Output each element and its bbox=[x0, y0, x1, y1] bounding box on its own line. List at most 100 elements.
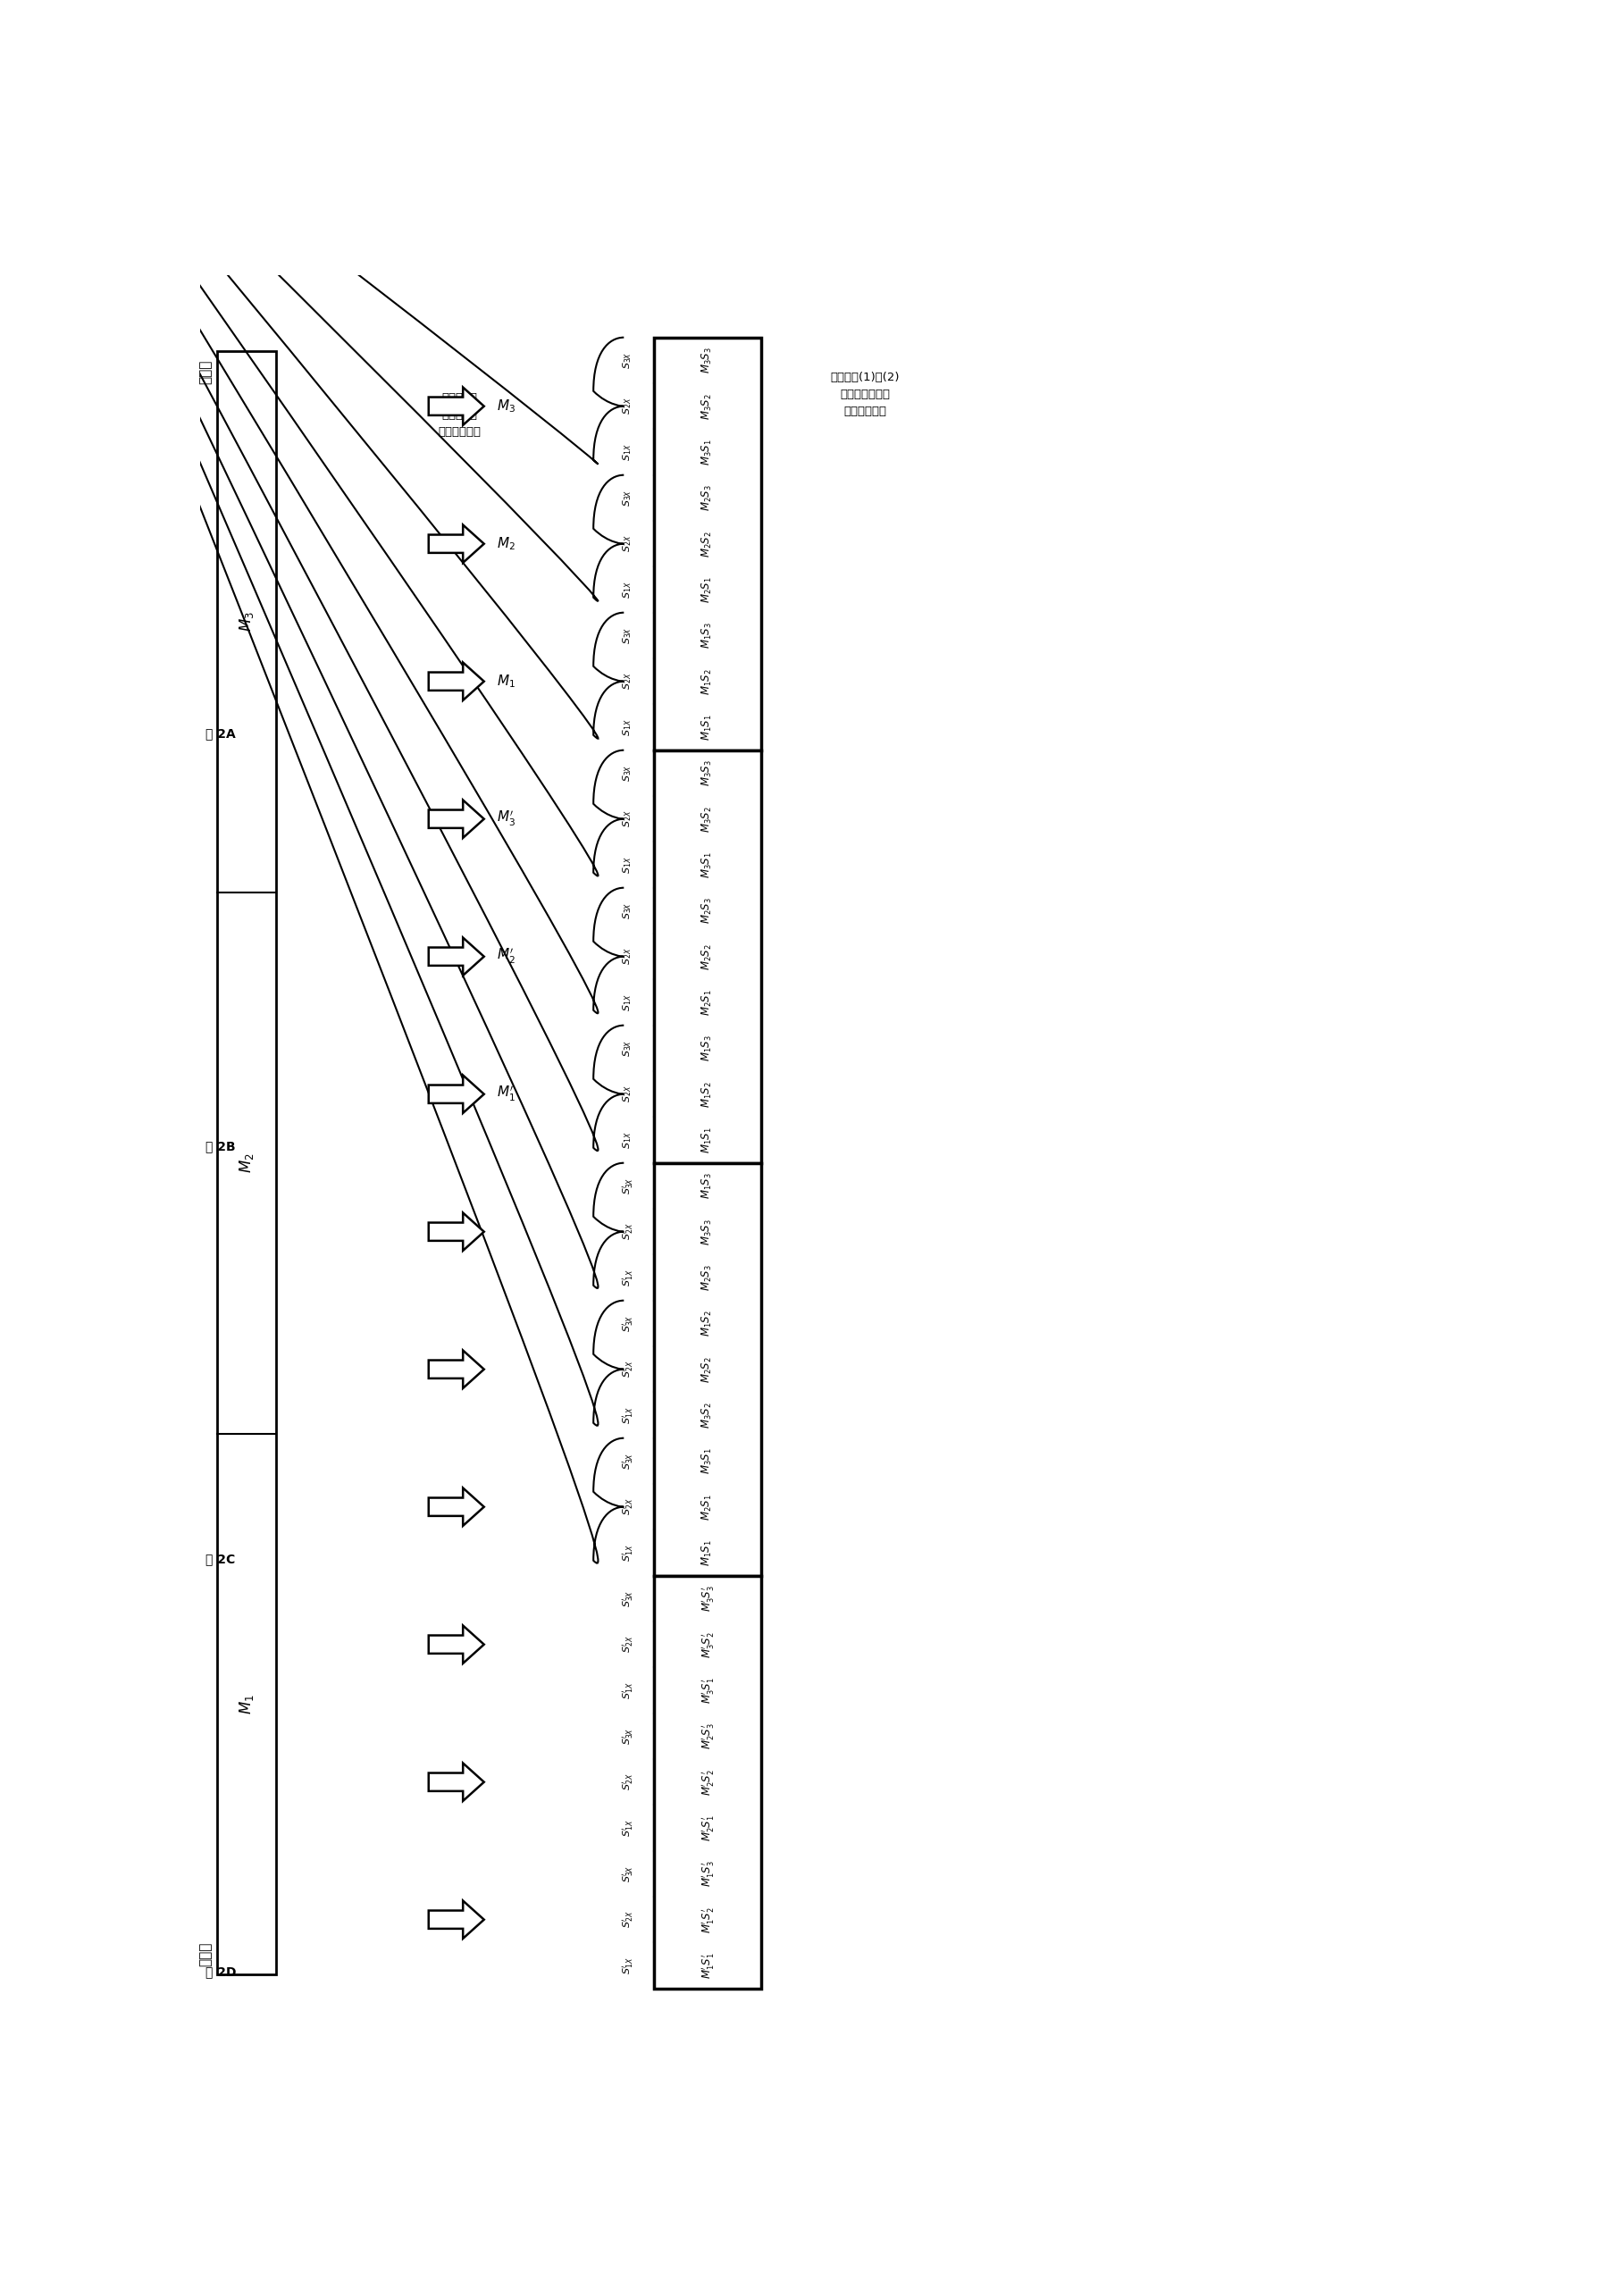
Text: $M_3S_2$: $M_3S_2$ bbox=[701, 393, 714, 420]
Text: $M_3$: $M_3$ bbox=[239, 611, 256, 631]
Text: $S_{2X}$: $S_{2X}$ bbox=[621, 673, 634, 691]
FancyBboxPatch shape bbox=[653, 1072, 760, 1118]
FancyBboxPatch shape bbox=[653, 1667, 760, 1713]
Text: $S_{3X}$: $S_{3X}$ bbox=[621, 1040, 634, 1056]
Text: $M_2'S_2'$: $M_2'S_2'$ bbox=[700, 1768, 716, 1795]
Text: $S_{1X}'$: $S_{1X}'$ bbox=[621, 1818, 636, 1837]
Text: $M_3S_2$: $M_3S_2$ bbox=[701, 1403, 714, 1428]
Text: $M_3S_1$: $M_3S_1$ bbox=[701, 1449, 714, 1474]
Text: $M_2'S_3'$: $M_2'S_3'$ bbox=[700, 1722, 716, 1750]
FancyBboxPatch shape bbox=[653, 1529, 760, 1575]
Text: $S_{3X}$: $S_{3X}$ bbox=[621, 351, 634, 370]
FancyBboxPatch shape bbox=[653, 980, 760, 1026]
Text: 低梯度: 低梯度 bbox=[199, 1942, 211, 1965]
Text: $S_{3X}'$: $S_{3X}'$ bbox=[621, 1178, 636, 1194]
Text: $S_{1X}$: $S_{1X}$ bbox=[621, 856, 634, 872]
Text: 图 2C: 图 2C bbox=[205, 1552, 235, 1566]
Text: $S_{2X}$: $S_{2X}$ bbox=[621, 810, 634, 827]
Text: $M_1$: $M_1$ bbox=[496, 673, 516, 689]
Text: 图 2D: 图 2D bbox=[205, 1965, 237, 1979]
Text: $M_2$: $M_2$ bbox=[496, 535, 516, 551]
FancyBboxPatch shape bbox=[653, 1026, 760, 1072]
Text: $S_{3X}'$: $S_{3X}'$ bbox=[621, 1727, 636, 1745]
FancyBboxPatch shape bbox=[653, 1575, 760, 1988]
FancyBboxPatch shape bbox=[653, 1300, 760, 1345]
Text: $S_{2X}'$: $S_{2X}'$ bbox=[621, 1773, 636, 1791]
Text: $S_{1X}'$: $S_{1X}'$ bbox=[621, 1407, 636, 1424]
Text: 在主群组中
定义子群组
（分开指部）: 在主群组中 定义子群组 （分开指部） bbox=[439, 393, 482, 439]
Text: 高梯度: 高梯度 bbox=[199, 360, 211, 383]
FancyBboxPatch shape bbox=[653, 1575, 760, 1621]
FancyBboxPatch shape bbox=[653, 1896, 760, 1942]
FancyBboxPatch shape bbox=[653, 843, 760, 889]
Text: $S_{3X}$: $S_{3X}$ bbox=[621, 765, 634, 781]
Text: $S_{1X}$: $S_{1X}$ bbox=[621, 994, 634, 1010]
Text: $S_{1X}$: $S_{1X}$ bbox=[621, 443, 634, 461]
Text: $M_1'S_2'$: $M_1'S_2'$ bbox=[700, 1906, 716, 1933]
Text: $M_3S_3$: $M_3S_3$ bbox=[701, 1219, 714, 1244]
FancyBboxPatch shape bbox=[653, 751, 760, 1162]
FancyBboxPatch shape bbox=[653, 659, 760, 705]
FancyBboxPatch shape bbox=[653, 1254, 760, 1300]
FancyBboxPatch shape bbox=[653, 338, 760, 383]
Polygon shape bbox=[429, 1350, 484, 1389]
Text: $M_3S_1$: $M_3S_1$ bbox=[701, 852, 714, 877]
Text: $M_1$: $M_1$ bbox=[239, 1694, 256, 1715]
Text: $S_{1X}'$: $S_{1X}'$ bbox=[621, 1681, 636, 1699]
Text: $S_{3X}'$: $S_{3X}'$ bbox=[621, 1453, 636, 1469]
Text: $M_1S_3$: $M_1S_3$ bbox=[701, 1173, 714, 1199]
FancyBboxPatch shape bbox=[653, 1483, 760, 1529]
Text: $M_2S_2$: $M_2S_2$ bbox=[701, 1357, 714, 1382]
Text: $M_2S_1$: $M_2S_1$ bbox=[701, 990, 714, 1015]
FancyBboxPatch shape bbox=[653, 613, 760, 659]
Text: $S_{1X}'$: $S_{1X}'$ bbox=[621, 1543, 636, 1561]
FancyBboxPatch shape bbox=[653, 1162, 760, 1208]
Polygon shape bbox=[429, 799, 484, 838]
Text: $M_1S_2$: $M_1S_2$ bbox=[701, 1081, 714, 1107]
FancyBboxPatch shape bbox=[653, 1391, 760, 1437]
Text: $S_{1X}$: $S_{1X}$ bbox=[621, 1132, 634, 1148]
Text: $M_1S_1$: $M_1S_1$ bbox=[701, 1127, 714, 1153]
FancyBboxPatch shape bbox=[653, 1437, 760, 1483]
FancyBboxPatch shape bbox=[653, 1118, 760, 1162]
Polygon shape bbox=[429, 1488, 484, 1527]
Text: $S_{2X}'$: $S_{2X}'$ bbox=[621, 1910, 636, 1929]
Polygon shape bbox=[429, 664, 484, 700]
Text: $S_{1X}$: $S_{1X}$ bbox=[621, 719, 634, 737]
Text: $S_{2X}$: $S_{2X}$ bbox=[621, 1086, 634, 1102]
Text: $S_{2X}$: $S_{2X}$ bbox=[621, 948, 634, 964]
Text: $M_1S_3$: $M_1S_3$ bbox=[701, 622, 714, 650]
Text: $M_1S_2$: $M_1S_2$ bbox=[701, 1311, 714, 1336]
Text: $M_2S_2$: $M_2S_2$ bbox=[701, 530, 714, 558]
Text: $M_1S_1$: $M_1S_1$ bbox=[701, 714, 714, 742]
FancyBboxPatch shape bbox=[653, 429, 760, 475]
FancyBboxPatch shape bbox=[653, 1208, 760, 1254]
Text: $M_3S_1$: $M_3S_1$ bbox=[701, 439, 714, 466]
Text: 图 2B: 图 2B bbox=[205, 1141, 235, 1153]
FancyBboxPatch shape bbox=[653, 751, 760, 797]
Text: $M_1S_2$: $M_1S_2$ bbox=[701, 668, 714, 696]
FancyBboxPatch shape bbox=[653, 705, 760, 751]
Text: $M_1S_1$: $M_1S_1$ bbox=[701, 1541, 714, 1566]
FancyBboxPatch shape bbox=[653, 1759, 760, 1805]
Polygon shape bbox=[429, 1212, 484, 1251]
Text: $M_3'S_1'$: $M_3'S_1'$ bbox=[700, 1676, 716, 1704]
Text: $M_2S_1$: $M_2S_1$ bbox=[701, 1495, 714, 1520]
Text: $S_{1X}$: $S_{1X}$ bbox=[621, 581, 634, 599]
Text: $M_2$: $M_2$ bbox=[239, 1153, 256, 1173]
FancyBboxPatch shape bbox=[653, 1805, 760, 1851]
Text: $S_{3X}$: $S_{3X}$ bbox=[621, 902, 634, 918]
Polygon shape bbox=[429, 937, 484, 976]
Text: $S_{3X}$: $S_{3X}$ bbox=[621, 627, 634, 645]
Text: $M_1S_3$: $M_1S_3$ bbox=[701, 1035, 714, 1061]
FancyBboxPatch shape bbox=[653, 1345, 760, 1391]
Text: $S_{3X}'$: $S_{3X}'$ bbox=[621, 1864, 636, 1883]
Text: $S_{2X}'$: $S_{2X}'$ bbox=[621, 1362, 636, 1378]
Text: $M_2S_3$: $M_2S_3$ bbox=[701, 1265, 714, 1290]
Text: $S_{3X}'$: $S_{3X}'$ bbox=[621, 1316, 636, 1332]
Text: $M_2'S_1'$: $M_2'S_1'$ bbox=[700, 1814, 716, 1841]
Text: $M_2'$: $M_2'$ bbox=[496, 948, 516, 967]
Text: $S_{3X}'$: $S_{3X}'$ bbox=[621, 1589, 636, 1607]
Text: $M_1'S_1'$: $M_1'S_1'$ bbox=[700, 1952, 716, 1979]
Text: 图 2A: 图 2A bbox=[205, 728, 235, 739]
